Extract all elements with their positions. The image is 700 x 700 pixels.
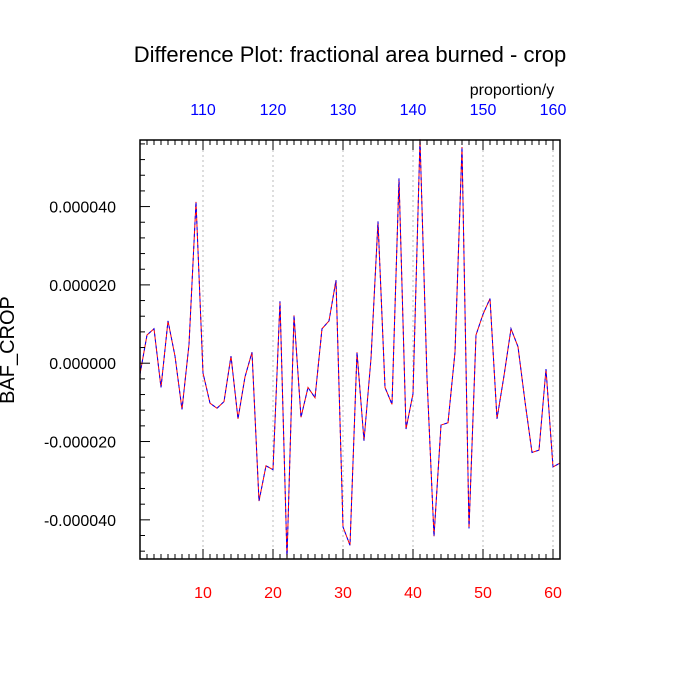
top-tick-label: 130 [330, 102, 357, 119]
series-line-2 [139, 139, 561, 559]
y-axis-label: BAF_CROP [0, 296, 19, 404]
y-tick-label: 0.000000 [49, 356, 116, 373]
axis-tick-labels: 10 20 30 40 50 60 110 120 130 140 150 160 0.000040 0.… [44, 102, 567, 602]
y-tick-label: 0.000040 [49, 200, 116, 217]
series-lines [139, 139, 561, 559]
top-tick-label: 160 [540, 102, 567, 119]
top-tick-label: 110 [190, 102, 216, 119]
top-tick-label: 120 [260, 102, 287, 119]
bottom-tick-label: 40 [404, 585, 422, 602]
axis-ticks [140, 140, 554, 559]
bottom-tick-label: 30 [334, 585, 352, 602]
bottom-tick-label: 50 [474, 585, 492, 602]
bottom-tick-label: 10 [194, 585, 212, 602]
chart-title: Difference Plot: fractional area burned … [134, 42, 567, 67]
top-tick-label: 150 [470, 102, 497, 119]
top-axis-unit-label: proportion/y [470, 82, 555, 99]
plot-frame [139, 139, 561, 560]
y-tick-label: -0.000040 [44, 513, 116, 530]
bottom-tick-label: 20 [264, 585, 282, 602]
bottom-tick-label: 60 [544, 585, 562, 602]
top-tick-label: 140 [400, 102, 427, 119]
y-tick-label: 0.000020 [49, 278, 116, 295]
y-tick-label: -0.000020 [44, 435, 116, 452]
